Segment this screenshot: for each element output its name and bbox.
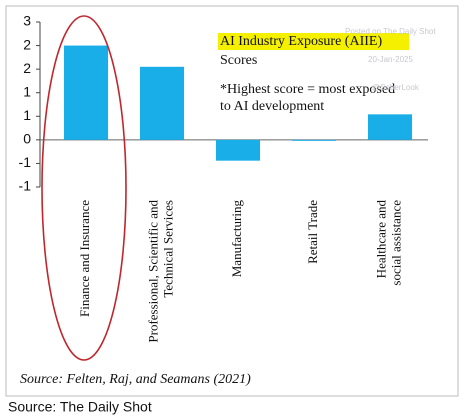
chart-title: AI Industry Exposure (AIIE) — [220, 34, 382, 49]
x-tick-label: Professional, Scientific andTechnical Se… — [145, 200, 175, 343]
footer: Source: The Daily Shot — [8, 399, 152, 415]
source: Source: Felten, Raj, and Seamans (2021) — [20, 372, 251, 387]
annotation: to AI development — [220, 99, 324, 114]
y-tick-label: -1 — [19, 178, 32, 194]
y-tick-label: 2 — [23, 36, 31, 52]
watermark: @SoberLook — [372, 83, 420, 92]
y-tick-label: 1 — [23, 107, 31, 123]
x-tick-label: Healthcare andsocial assistance — [373, 200, 403, 286]
y-tick-label: 2 — [23, 60, 31, 76]
y-tick-label: 3 — [23, 13, 31, 29]
chart-subtitle: Scores — [220, 53, 257, 68]
y-tick-label: 1 — [23, 83, 31, 99]
x-tick-label: Retail Trade — [305, 200, 320, 264]
bar — [367, 114, 413, 140]
bar — [63, 45, 109, 140]
bar — [139, 66, 185, 140]
watermark: 20-Jan-2025 — [368, 55, 413, 64]
bar — [291, 139, 337, 141]
highlight-ellipse — [41, 15, 127, 361]
x-tick-label: Finance and Insurance — [77, 200, 92, 317]
x-tick-label: Manufacturing — [229, 200, 244, 278]
annotation: *Highest score = most exposed — [220, 82, 395, 97]
bar — [215, 139, 261, 161]
watermark: Posted on The Daily Shot — [345, 27, 436, 36]
title-highlight — [218, 33, 409, 50]
y-tick-label: 0 — [23, 131, 31, 147]
y-tick-label: -1 — [19, 154, 32, 170]
